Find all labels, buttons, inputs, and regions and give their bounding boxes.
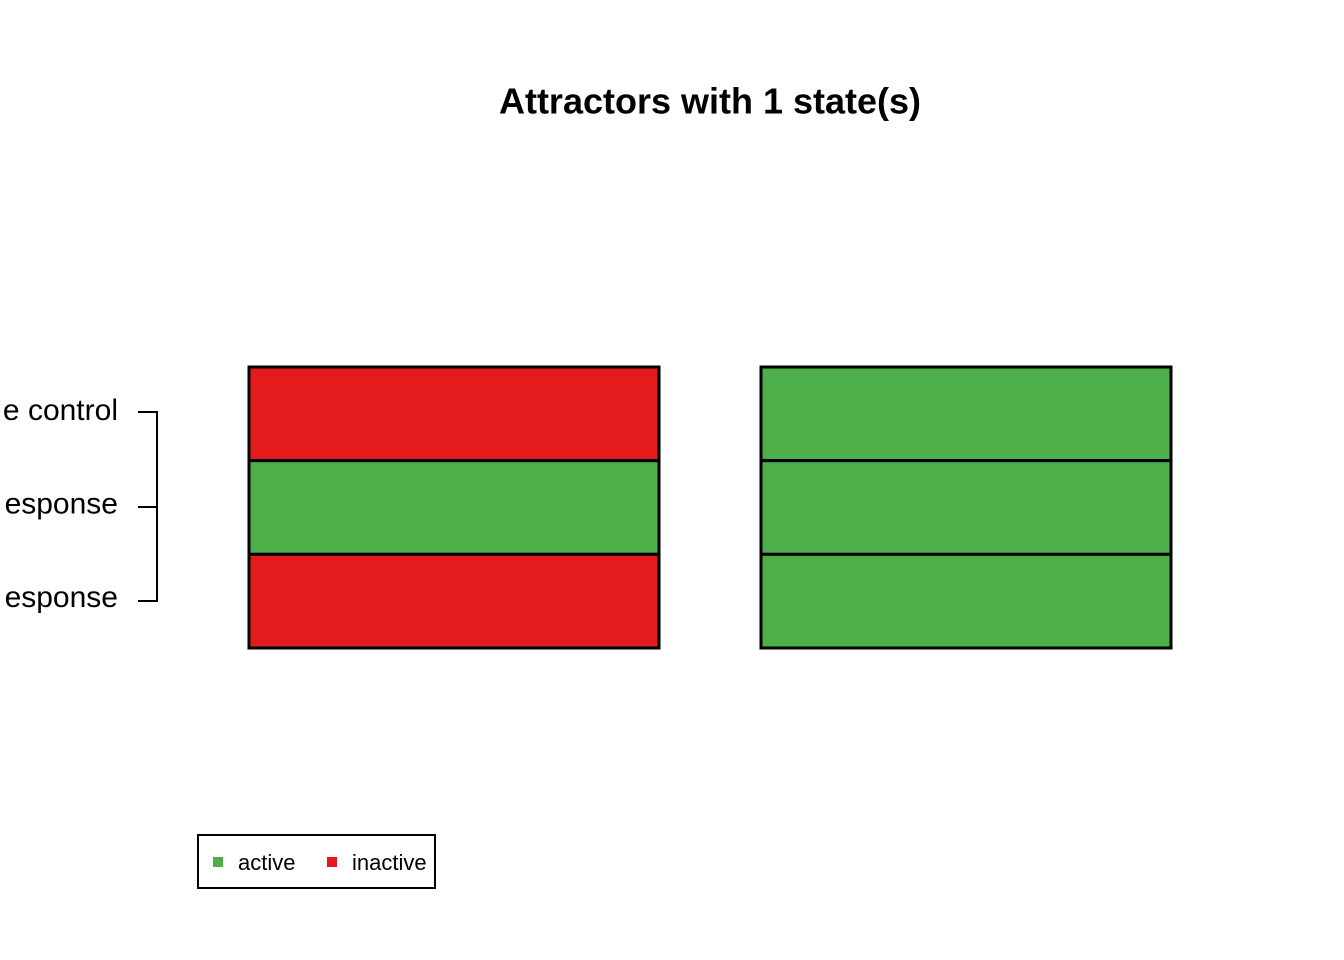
- axis: [138, 411, 158, 602]
- state-cell: [759, 365, 1173, 463]
- legend-swatch: [213, 857, 223, 867]
- state-cell: [759, 459, 1173, 556]
- gene-label: esponse: [5, 487, 118, 520]
- gene-label: e control: [3, 394, 118, 427]
- state-cell: [247, 459, 661, 556]
- legend-box: [197, 834, 436, 889]
- legend-label: active: [238, 850, 295, 875]
- gene-label: esponse: [5, 581, 118, 614]
- state-cell: [247, 552, 661, 650]
- legend-label: inactive: [352, 850, 427, 875]
- plot-title: Attractors with 1 state(s): [499, 81, 921, 122]
- legend-swatch: [327, 857, 337, 867]
- state-cell: [759, 552, 1173, 650]
- state-cell: [247, 365, 661, 463]
